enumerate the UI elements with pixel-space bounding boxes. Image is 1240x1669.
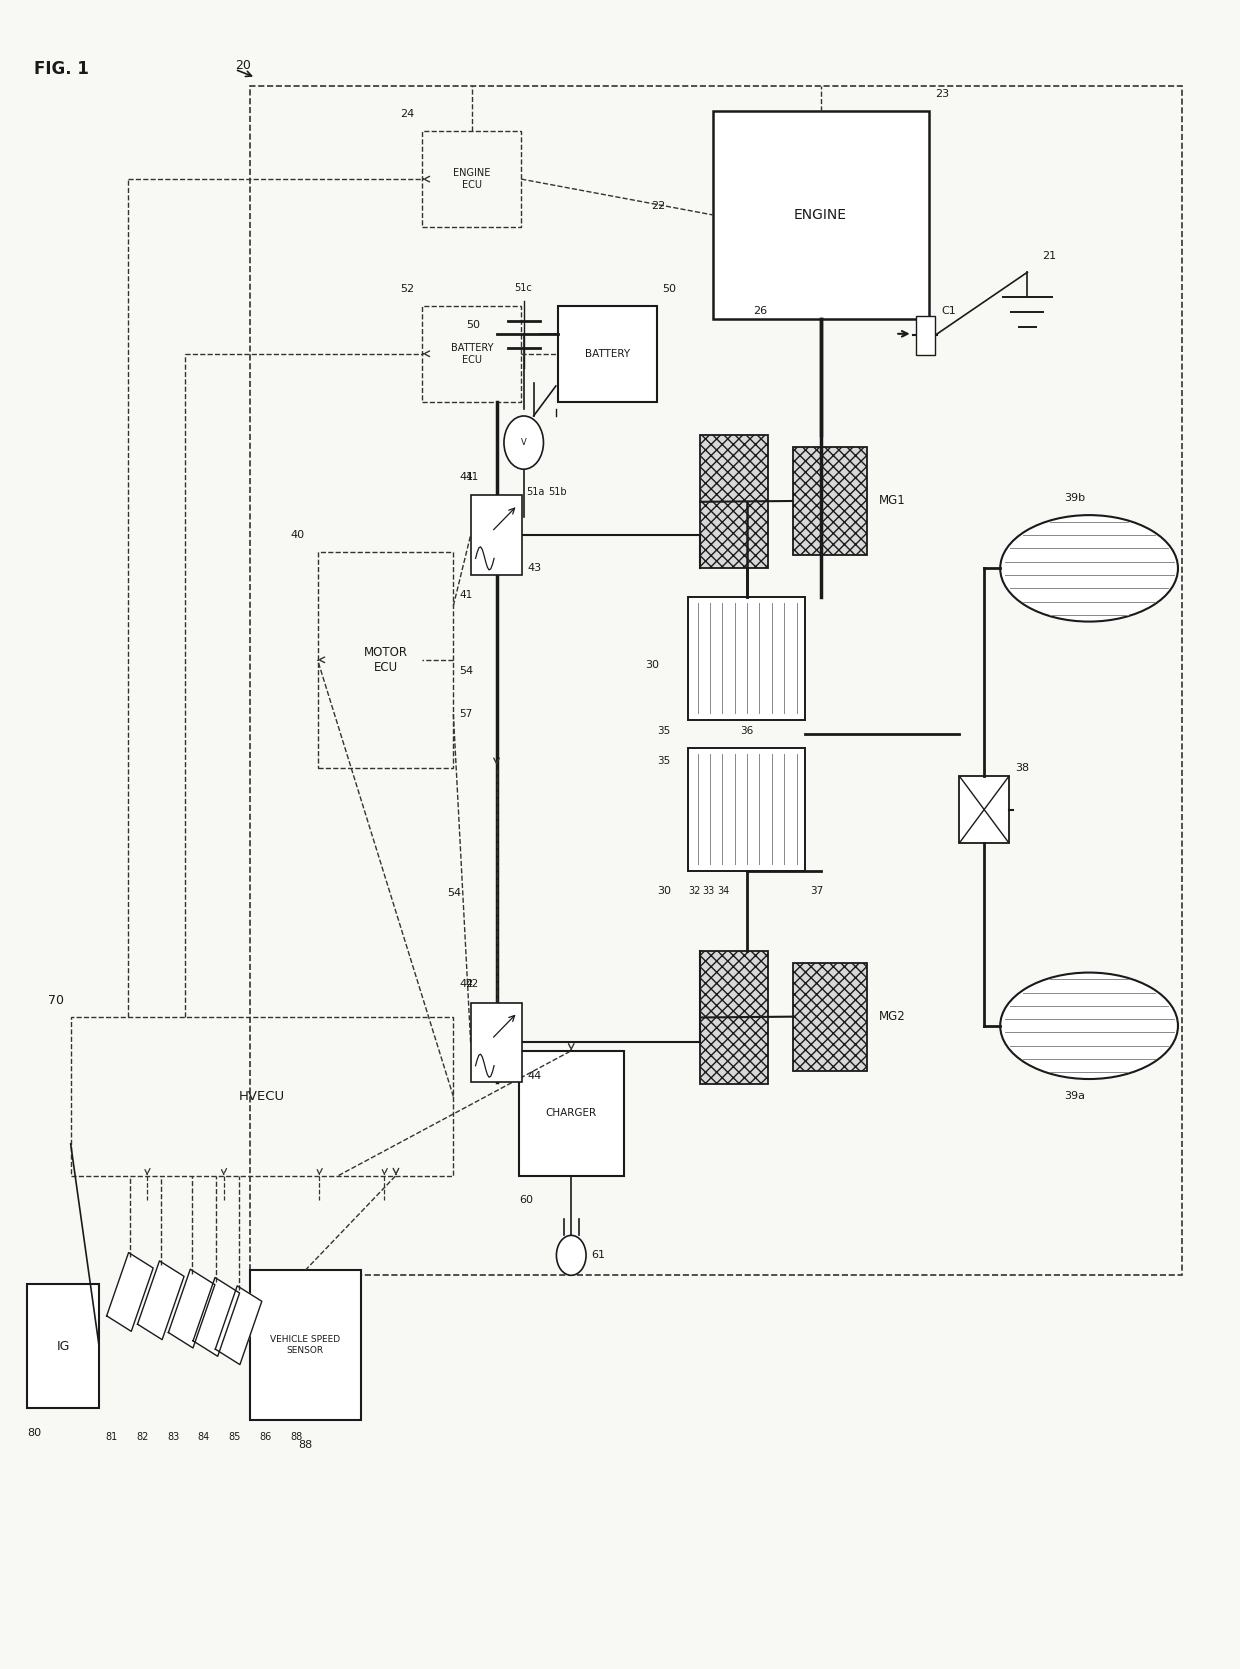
Circle shape	[557, 1235, 587, 1275]
Circle shape	[503, 416, 543, 469]
Text: 80: 80	[27, 1429, 42, 1439]
Text: 83: 83	[167, 1432, 180, 1442]
FancyBboxPatch shape	[518, 1051, 624, 1175]
Text: 51c: 51c	[513, 282, 532, 292]
Text: 39b: 39b	[1064, 494, 1085, 504]
Text: 61: 61	[591, 1250, 605, 1260]
Text: C1: C1	[941, 305, 956, 315]
Text: 88: 88	[298, 1440, 312, 1450]
Text: 41: 41	[466, 472, 479, 482]
Bar	[792, 447, 867, 556]
Text: 42: 42	[466, 980, 479, 990]
Text: 84: 84	[198, 1432, 210, 1442]
Text: 52: 52	[401, 284, 414, 294]
Text: 33: 33	[703, 886, 715, 896]
FancyBboxPatch shape	[916, 315, 935, 355]
Text: HVECU: HVECU	[239, 1090, 285, 1103]
Text: 34: 34	[718, 886, 730, 896]
Text: 41: 41	[460, 472, 474, 482]
Text: 24: 24	[401, 108, 414, 118]
Text: 50: 50	[662, 284, 676, 294]
Text: VEHICLE SPEED
SENSOR: VEHICLE SPEED SENSOR	[270, 1335, 340, 1355]
FancyBboxPatch shape	[471, 496, 522, 576]
Text: 60: 60	[518, 1195, 533, 1205]
Text: 85: 85	[228, 1432, 241, 1442]
FancyBboxPatch shape	[249, 1270, 361, 1420]
Bar	[701, 436, 768, 569]
Text: 54: 54	[448, 888, 461, 898]
FancyBboxPatch shape	[558, 305, 657, 402]
Text: 32: 32	[688, 886, 701, 896]
Text: 51b: 51b	[548, 487, 567, 497]
Text: 70: 70	[48, 995, 64, 1008]
Text: MG1: MG1	[879, 494, 906, 507]
Text: BATTERY
ECU: BATTERY ECU	[450, 342, 494, 364]
Polygon shape	[216, 1285, 262, 1365]
Bar	[701, 951, 768, 1085]
Ellipse shape	[1001, 516, 1178, 621]
Ellipse shape	[1001, 973, 1178, 1080]
FancyBboxPatch shape	[27, 1283, 99, 1409]
Polygon shape	[169, 1268, 215, 1349]
Text: 36: 36	[740, 726, 753, 736]
Text: 22: 22	[651, 200, 665, 210]
Text: 38: 38	[1016, 763, 1029, 773]
Text: CHARGER: CHARGER	[546, 1108, 596, 1118]
Text: 51a: 51a	[526, 487, 544, 497]
Polygon shape	[107, 1252, 154, 1332]
Text: FIG. 1: FIG. 1	[33, 60, 88, 78]
Text: IG: IG	[57, 1340, 69, 1352]
Polygon shape	[193, 1277, 239, 1357]
FancyBboxPatch shape	[960, 776, 1009, 843]
Text: ENGINE
ECU: ENGINE ECU	[453, 169, 491, 190]
Polygon shape	[138, 1260, 184, 1340]
Text: 30: 30	[657, 886, 671, 896]
Text: MOTOR
ECU: MOTOR ECU	[363, 646, 408, 674]
Text: V: V	[521, 437, 527, 447]
Text: 35: 35	[657, 756, 671, 766]
Text: 35: 35	[657, 726, 671, 736]
Text: 54: 54	[460, 666, 474, 676]
FancyBboxPatch shape	[688, 748, 805, 871]
Text: 82: 82	[136, 1432, 149, 1442]
Text: 57: 57	[460, 709, 472, 719]
Text: 20: 20	[234, 60, 250, 72]
Text: 50: 50	[466, 320, 480, 330]
Text: 37: 37	[810, 886, 823, 896]
Text: 40: 40	[290, 531, 305, 541]
Text: 43: 43	[527, 564, 542, 574]
Text: 21: 21	[1042, 250, 1056, 260]
Text: 44: 44	[527, 1071, 542, 1082]
FancyBboxPatch shape	[688, 596, 805, 719]
Text: BATTERY: BATTERY	[585, 349, 630, 359]
FancyBboxPatch shape	[471, 1003, 522, 1083]
Text: 41: 41	[460, 589, 472, 599]
Text: ENGINE: ENGINE	[794, 209, 847, 222]
Bar	[792, 963, 867, 1071]
Text: 86: 86	[259, 1432, 272, 1442]
Text: 81: 81	[105, 1432, 118, 1442]
Text: 23: 23	[935, 88, 949, 98]
Text: 30: 30	[645, 661, 658, 671]
Text: 42: 42	[460, 980, 474, 990]
Text: 88: 88	[290, 1432, 303, 1442]
Text: MG2: MG2	[879, 1010, 906, 1023]
FancyBboxPatch shape	[713, 110, 929, 319]
Text: 39a: 39a	[1064, 1090, 1085, 1100]
Text: 26: 26	[753, 305, 766, 315]
